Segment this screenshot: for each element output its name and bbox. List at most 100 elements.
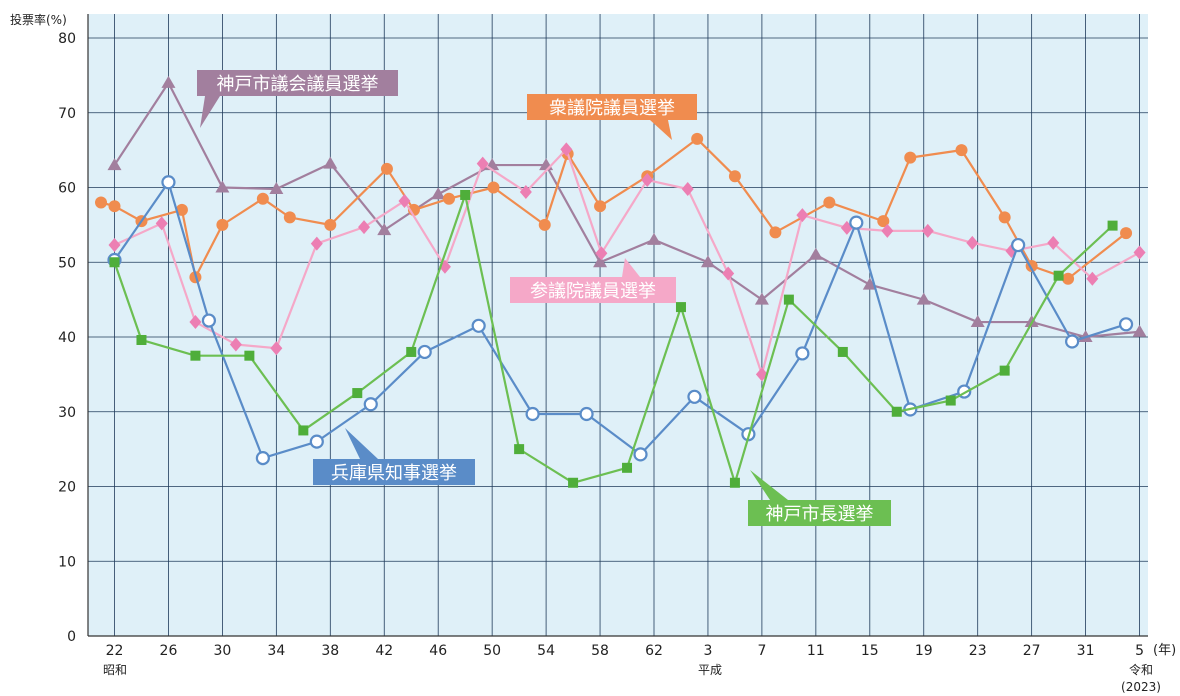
series-line	[113, 193, 1114, 484]
callout-box	[510, 277, 676, 303]
data-point	[687, 389, 702, 404]
x-tick-label: 27	[1023, 643, 1041, 659]
x-tick-label: 34	[267, 643, 285, 659]
x-tick-label: 31	[1077, 643, 1095, 659]
callout-box	[313, 459, 475, 485]
series-callout-0: 神戸市議会議員選挙	[197, 70, 398, 128]
data-point	[525, 406, 540, 422]
data-point	[417, 344, 432, 360]
data-point	[190, 350, 201, 361]
data-point	[970, 315, 985, 328]
data-point	[398, 193, 411, 208]
data-point	[823, 196, 836, 209]
callout-label: 神戸市長選挙	[766, 504, 874, 525]
x-tick-label: 38	[321, 643, 339, 659]
data-point	[309, 434, 324, 449]
data-point	[647, 232, 661, 245]
data-point	[595, 246, 608, 261]
x-tick-label: 11	[807, 643, 825, 659]
data-point	[622, 462, 633, 473]
data-point	[108, 238, 121, 253]
data-point	[916, 292, 931, 305]
y-tick-label: 80	[58, 31, 76, 47]
series-4	[109, 189, 1118, 488]
data-point	[283, 211, 296, 224]
data-point	[641, 173, 654, 188]
data-point	[1086, 271, 1099, 286]
series-line	[114, 148, 1141, 376]
callout-pointer	[200, 96, 220, 128]
series-line	[113, 81, 1140, 339]
x-tick-labels: 22 26 30 34 38 42 46 50 54 58 62 3 7 11 15 19 23 27 31 5	[106, 643, 1144, 659]
data-point	[675, 302, 686, 313]
callout-pointer	[622, 258, 640, 277]
series-callout-1: 衆議院議員選挙	[527, 94, 697, 140]
data-point	[579, 406, 594, 422]
data-point	[1011, 237, 1026, 253]
data-point	[431, 187, 446, 200]
data-point	[700, 255, 715, 268]
data-point	[849, 215, 864, 230]
data-point	[722, 266, 735, 281]
data-point	[1133, 245, 1146, 260]
data-point	[229, 337, 242, 352]
x-tick-label: 46	[429, 643, 447, 659]
series-1	[95, 132, 1133, 285]
data-point	[795, 346, 810, 361]
series-callout-3: 兵庫県知事選挙	[313, 428, 475, 485]
data-point	[323, 156, 338, 169]
data-point	[471, 318, 486, 333]
data-point	[324, 218, 337, 231]
data-point	[442, 192, 455, 205]
callout-box	[197, 70, 398, 96]
callout-label: 参議院議員選挙	[530, 281, 656, 302]
data-point	[380, 162, 393, 175]
data-point	[358, 220, 371, 235]
data-point	[728, 170, 741, 183]
x-tick-label: 5	[1135, 643, 1144, 659]
data-point	[1107, 220, 1118, 231]
callout-pointer	[345, 428, 378, 459]
data-point	[754, 292, 769, 305]
era-label-heisei: 平成	[698, 663, 722, 677]
data-point	[95, 196, 108, 209]
x-tick-label: 30	[213, 643, 231, 659]
data-point	[519, 184, 532, 199]
data-point	[460, 189, 471, 200]
data-point	[999, 365, 1010, 376]
end-year-note: (2023)	[1121, 680, 1161, 694]
data-point	[796, 208, 809, 223]
data-point	[1062, 272, 1075, 285]
data-point	[904, 151, 917, 164]
y-tick-label: 0	[67, 629, 76, 645]
x-tick-label: 62	[645, 643, 663, 659]
data-point	[270, 341, 283, 356]
data-point	[244, 350, 255, 361]
data-point	[568, 477, 579, 488]
data-point	[729, 477, 740, 488]
data-point	[877, 215, 890, 228]
data-point	[1065, 334, 1080, 349]
era-label-showa: 昭和	[103, 663, 127, 677]
y-unit-label: 投票率(%)	[10, 12, 67, 27]
series-layer	[95, 75, 1147, 488]
data-point	[161, 75, 176, 88]
y-tick-label: 30	[58, 405, 76, 421]
data-point	[862, 277, 877, 290]
x-tick-label: 23	[969, 643, 987, 659]
data-point	[881, 223, 894, 238]
data-point	[681, 181, 694, 196]
data-point	[109, 257, 120, 268]
data-point	[189, 315, 202, 330]
callout-label: 神戸市議会議員選挙	[217, 74, 379, 95]
data-point	[808, 247, 823, 260]
data-point	[955, 144, 968, 157]
x-tick-label: 26	[160, 643, 178, 659]
data-point	[215, 180, 230, 193]
data-point	[1132, 324, 1147, 337]
data-point	[1047, 235, 1060, 250]
data-point	[269, 181, 284, 194]
data-point	[175, 203, 188, 216]
